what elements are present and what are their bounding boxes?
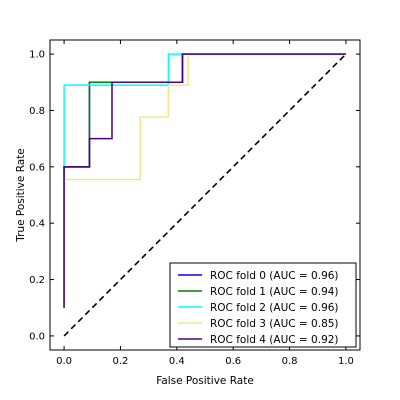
y-tick-label: 0.6 bbox=[29, 162, 45, 173]
reference-diagonal-line bbox=[63, 53, 347, 337]
y-tick-label: 1.0 bbox=[29, 50, 45, 61]
x-tick-label: 0.8 bbox=[282, 356, 298, 367]
y-tick-label: 0.0 bbox=[29, 331, 45, 342]
legend-label-fold-4: ROC fold 4 (AUC = 0.92) bbox=[210, 334, 339, 346]
x-tick-label: 0.4 bbox=[169, 356, 185, 367]
legend-label-fold-3: ROC fold 3 (AUC = 0.85) bbox=[210, 318, 339, 330]
y-axis-label: True Positive Rate bbox=[15, 148, 27, 243]
y-tick-label: 0.2 bbox=[29, 275, 45, 286]
series-line-fold-4 bbox=[63, 53, 346, 308]
series-line-fold-3 bbox=[63, 53, 346, 308]
legend-box bbox=[169, 262, 357, 348]
x-tick-label: 0.2 bbox=[113, 356, 129, 367]
plot-layer bbox=[63, 53, 347, 337]
x-tick-label: 1.0 bbox=[338, 356, 354, 367]
legend-label-fold-1: ROC fold 1 (AUC = 0.94) bbox=[210, 286, 339, 298]
ticks-layer: 0.0 0.0 0.2 0.2 0.4 0.4 0.6 0.6 0.8 0.8 1.0 1.0 bbox=[29, 40, 360, 367]
x-axis-label: False Positive Rate bbox=[156, 375, 254, 387]
y-tick-label: 0.8 bbox=[29, 106, 45, 117]
legend-label-fold-2: ROC fold 2 (AUC = 0.96) bbox=[210, 302, 339, 314]
x-tick-label: 0.0 bbox=[56, 356, 72, 367]
y-tick-label: 0.4 bbox=[29, 219, 45, 230]
legend-label-fold-0: ROC fold 0 (AUC = 0.96) bbox=[210, 270, 339, 282]
legend: ROC fold 0 (AUC = 0.96) ROC fold 1 (AUC =… bbox=[169, 262, 357, 348]
plot-frame bbox=[49, 39, 361, 351]
x-tick-label: 0.6 bbox=[225, 356, 241, 367]
